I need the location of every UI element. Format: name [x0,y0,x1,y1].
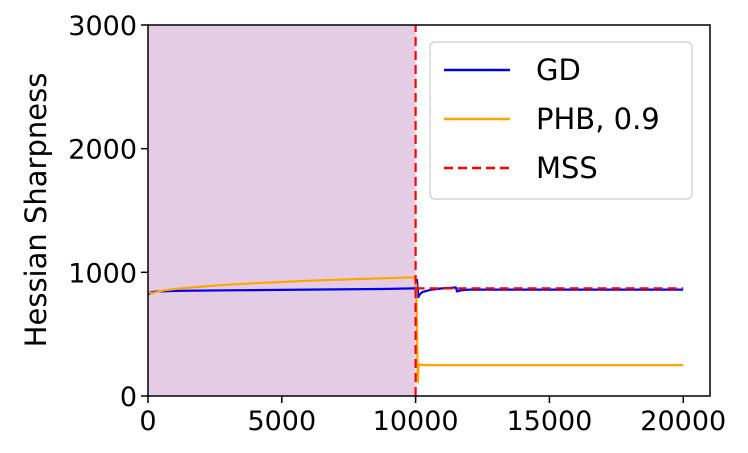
plot-area [148,25,416,396]
y-tick-label: 2000 [68,135,137,166]
x-tick-label: 5000 [247,406,316,437]
axes-frame [147,24,711,397]
legend: GD PHB, 0.9 MSS [429,41,693,200]
series-line-gd [147,278,684,299]
legend-box [429,41,693,200]
x-tick-label: 20000 [640,406,726,437]
legend-label-gd: GD [536,53,581,87]
legend-label-mss: MSS [536,151,598,185]
y-tick-label: 0 [120,382,137,413]
x-tick-label: 0 [139,406,156,437]
y-tick-label: 3000 [68,11,137,42]
legend-label-phb-0-9: PHB, 0.9 [536,102,660,136]
ticks-layer: 0 5000 10000 15000 20000 0 1000 2000 3000 [68,11,726,437]
series-layer [147,25,684,396]
series-line-phb-0-9 [147,276,684,384]
x-tick-label: 15000 [506,406,592,437]
shaded-region [148,25,416,396]
y-tick-label: 1000 [68,258,137,289]
x-tick-label: 10000 [373,406,459,437]
y-axis-label: Hessian Sharpness [19,73,53,348]
